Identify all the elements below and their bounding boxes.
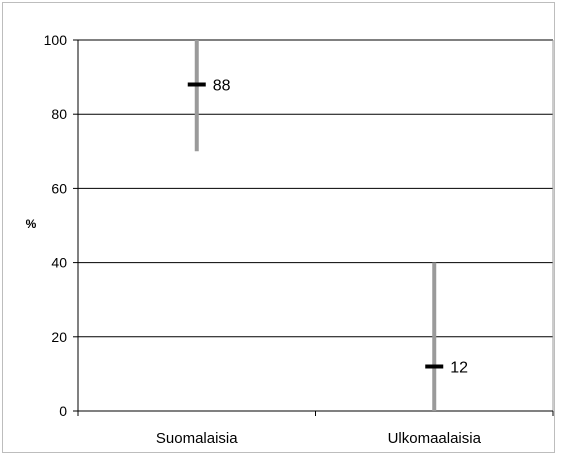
x-tick-label: Ulkomaalaisia <box>388 430 482 447</box>
y-axis-title: % <box>26 217 37 231</box>
y-tick-label: 100 <box>44 32 68 48</box>
y-tick-label: 0 <box>59 403 67 419</box>
data-marks: 88 12 <box>187 40 468 411</box>
x-tick-label: Suomalaisia <box>156 430 238 447</box>
data-label: 88 <box>213 78 231 95</box>
y-tick-label: 80 <box>51 106 67 122</box>
y-tick-label: 40 <box>51 255 67 271</box>
y-tick-label: 20 <box>51 329 67 345</box>
chart-frame <box>2 2 555 453</box>
axes: 0 20 40 60 80 100 Suomalaisia Ulkomaalaisia <box>44 32 554 447</box>
gridlines <box>78 39 554 411</box>
y-tick-label: 60 <box>51 180 67 196</box>
data-label: 12 <box>450 359 468 376</box>
